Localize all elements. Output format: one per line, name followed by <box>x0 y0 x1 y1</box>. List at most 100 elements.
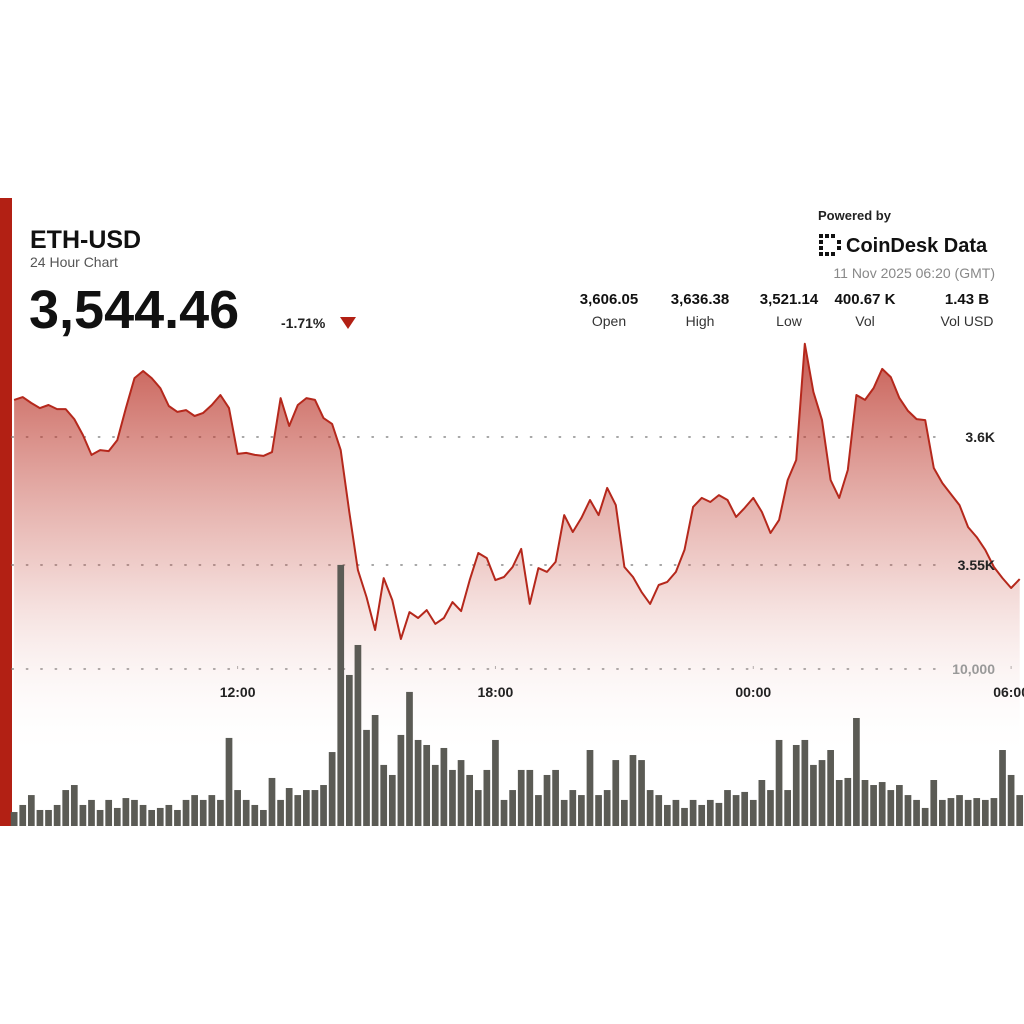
volume-bar <box>277 799 284 826</box>
brand-name: CoinDesk Data <box>846 235 988 257</box>
volume-bar <box>947 798 955 826</box>
plot-area: 3.6K 3.55K 10,000 12:00 18:00 00:00 06:00 <box>10 342 1024 826</box>
volume-bar <box>732 795 740 826</box>
x-tick-label: 00:00 <box>735 684 771 700</box>
volume-bar <box>560 799 568 826</box>
volume-bar <box>844 777 852 826</box>
volume-bar <box>835 779 843 826</box>
stat-label: Open <box>592 313 626 329</box>
y2-tick-label: 10,000 <box>952 661 995 677</box>
volume-bar <box>19 804 27 826</box>
volume-bar <box>62 790 70 826</box>
y-tick-label: 3.6K <box>965 429 995 445</box>
volume-bar <box>88 799 95 826</box>
area-fill <box>14 343 1020 826</box>
volume-bar <box>535 795 542 826</box>
subtitle: 24 Hour Chart <box>30 254 118 270</box>
volume-bar <box>260 809 267 826</box>
volume-bar <box>388 774 396 826</box>
volume-bar <box>406 691 413 826</box>
volume-bar <box>990 798 998 826</box>
volume-bar <box>646 790 654 826</box>
volume-bar <box>320 785 327 826</box>
volume-bar <box>337 564 345 826</box>
volume-bar <box>234 790 241 826</box>
x-tick-label: 18:00 <box>478 684 514 700</box>
volume-bar <box>612 760 620 826</box>
ticker-title: ETH-USD <box>30 226 141 254</box>
volume-bar <box>10 812 18 826</box>
volume-bar <box>131 799 138 826</box>
volume-bar <box>483 769 491 826</box>
volume-bar <box>53 804 61 826</box>
volume-bar <box>36 809 44 826</box>
volume-bar <box>663 804 671 826</box>
volume-bar <box>113 807 121 826</box>
volume-bar <box>543 774 551 826</box>
volume-bar <box>70 785 78 826</box>
stat-label: Low <box>776 313 803 329</box>
volume-bar <box>956 795 963 826</box>
volume-bar <box>122 798 130 826</box>
volume-bar <box>689 799 697 826</box>
volume-bar <box>552 769 559 826</box>
volume-bar <box>242 799 250 826</box>
volume-bar <box>397 734 405 826</box>
volume-bar <box>294 795 302 826</box>
volume-bar <box>681 807 688 826</box>
volume-bar <box>371 715 379 826</box>
volume-bar <box>896 785 903 826</box>
volume-bar <box>526 769 534 826</box>
volume-bar <box>801 739 809 826</box>
volume-bar <box>904 795 912 826</box>
volume-bar <box>827 750 834 826</box>
volume-bar <box>148 809 156 826</box>
volume-bar <box>165 804 173 826</box>
volume-bar <box>311 790 319 826</box>
volume-bar <box>474 790 482 826</box>
volume-bar <box>345 674 353 826</box>
y-tick-label: 3.55K <box>958 557 995 573</box>
series-layer <box>10 342 1024 826</box>
volume-bar <box>999 750 1006 826</box>
volume-bar <box>741 791 749 826</box>
volume-bar <box>603 790 611 826</box>
volume-bar <box>45 809 52 826</box>
volume-bar <box>767 790 774 826</box>
volume-bar <box>939 799 946 826</box>
volume-bar <box>79 804 87 826</box>
volume-bar <box>517 769 525 826</box>
price: 3,544.46 <box>29 280 239 340</box>
volume-bar <box>225 737 233 826</box>
volume-bar <box>380 764 388 826</box>
x-tick-label: 12:00 <box>220 684 256 700</box>
volume-bar <box>457 760 465 826</box>
down-arrow <box>340 317 356 329</box>
volume-bar <box>715 802 723 826</box>
volume-bar <box>638 760 645 826</box>
header-overlay: ETH-USD 24 Hour Chart 3,544.46 -1.71% Po… <box>29 208 995 340</box>
volume-bar <box>784 790 792 826</box>
volume-bar <box>698 804 706 826</box>
volume-bar <box>509 790 516 826</box>
logo-icon <box>819 234 841 256</box>
x-tick-label: 06:00 <box>993 684 1024 700</box>
volume-bar <box>440 747 448 826</box>
volume-bar <box>105 799 113 826</box>
volume-bar <box>500 799 508 826</box>
volume-bar <box>156 807 164 826</box>
volume-bar <box>578 795 585 826</box>
volume-bar <box>96 809 104 826</box>
powered-by: Powered by <box>818 208 892 223</box>
volume-bar <box>792 744 800 826</box>
volume-bar <box>586 750 594 826</box>
volume-bar <box>363 729 370 826</box>
volume-bar <box>981 799 989 826</box>
stat-label: High <box>686 313 715 329</box>
volume-bar <box>182 799 190 826</box>
volume-bar <box>706 799 714 826</box>
accent-bar <box>0 198 12 826</box>
volume-bar <box>492 739 499 826</box>
volume-bar <box>208 795 216 826</box>
volume-bar <box>629 755 637 826</box>
